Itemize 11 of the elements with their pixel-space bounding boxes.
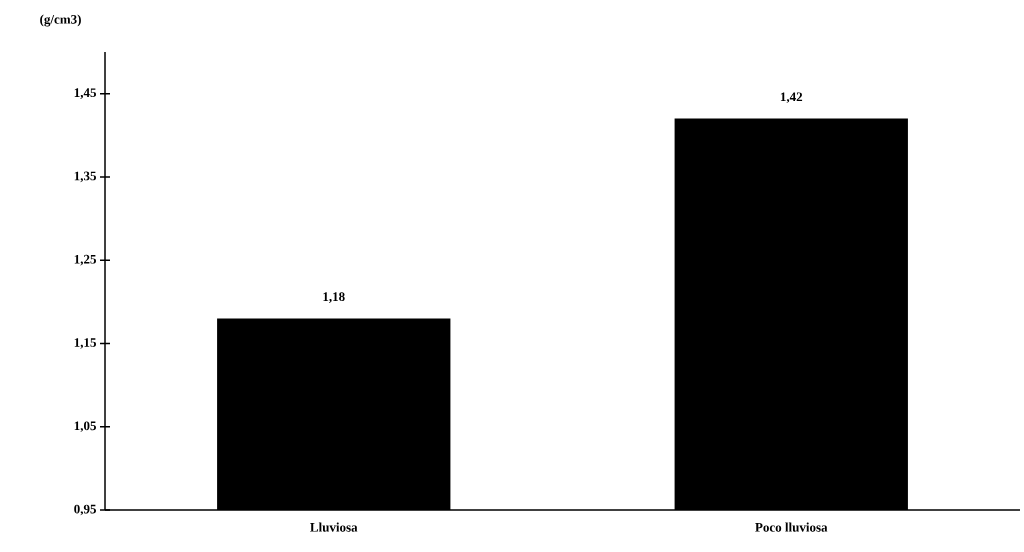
y-tick-label: 1,05	[74, 421, 96, 433]
x-tick-label: Lluviosa	[310, 522, 358, 532]
y-tick-label: 0,95	[74, 504, 96, 516]
data-label: 1,18	[323, 292, 345, 303]
y-tick-label: 1,15	[74, 338, 96, 349]
y-tick-label: 1,25	[74, 254, 96, 266]
y-tick-label: 1,35	[74, 171, 96, 183]
y-axis-title: (g/cm3)	[40, 14, 81, 27]
data-label: 1,42	[780, 92, 803, 104]
y-tick-label: 1,45	[74, 88, 96, 99]
x-tick-label: Poco lluviosa	[755, 522, 828, 532]
